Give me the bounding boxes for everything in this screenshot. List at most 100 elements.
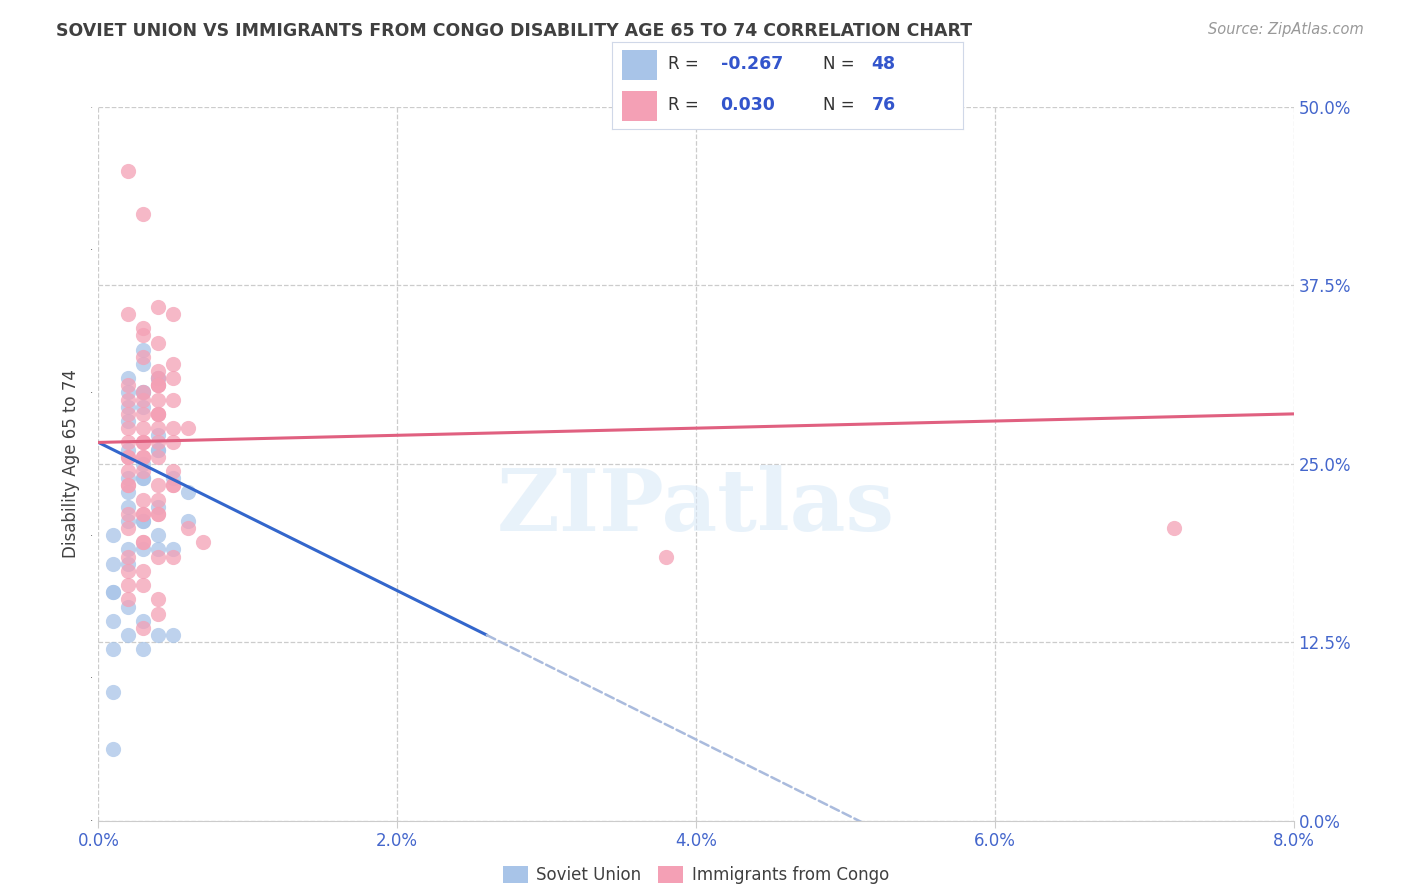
Point: [148, 421, 170, 435]
Point: [132, 507, 155, 521]
Point: [191, 535, 214, 549]
Point: [132, 407, 155, 421]
Point: [132, 435, 155, 450]
Point: [132, 457, 155, 471]
Y-axis label: Disability Age 65 to 74: Disability Age 65 to 74: [62, 369, 80, 558]
Point: [117, 385, 139, 400]
Point: [132, 421, 155, 435]
Point: [117, 371, 139, 385]
Point: [103, 642, 125, 657]
Point: [117, 507, 139, 521]
Point: [132, 507, 155, 521]
Point: [132, 400, 155, 414]
Point: [132, 464, 155, 478]
Point: [162, 357, 184, 371]
Point: [148, 364, 170, 378]
Point: [162, 542, 184, 557]
Point: [148, 507, 170, 521]
Point: [132, 450, 155, 464]
Point: [655, 549, 678, 564]
Point: [132, 385, 155, 400]
Point: [117, 435, 139, 450]
Point: [148, 407, 170, 421]
Point: [148, 392, 170, 407]
Point: [132, 328, 155, 343]
Point: [162, 464, 184, 478]
Point: [117, 407, 139, 421]
Point: [117, 592, 139, 607]
Point: [148, 528, 170, 542]
Point: [117, 421, 139, 435]
Point: [132, 564, 155, 578]
Point: [162, 421, 184, 435]
Point: [148, 628, 170, 642]
Point: [177, 485, 200, 500]
Point: [117, 542, 139, 557]
Point: [117, 414, 139, 428]
Point: [103, 742, 125, 756]
Text: 48: 48: [872, 55, 896, 73]
Point: [117, 521, 139, 535]
Point: [117, 164, 139, 178]
Point: [103, 585, 125, 599]
Point: [148, 371, 170, 385]
Point: [117, 450, 139, 464]
Point: [103, 528, 125, 542]
Point: [117, 471, 139, 485]
Point: [117, 514, 139, 528]
Point: [117, 564, 139, 578]
Point: [148, 549, 170, 564]
Point: [148, 428, 170, 442]
Point: [1163, 521, 1185, 535]
Point: [132, 471, 155, 485]
Point: [132, 471, 155, 485]
Point: [148, 407, 170, 421]
Point: [148, 371, 170, 385]
Text: 0.030: 0.030: [721, 95, 776, 114]
Point: [117, 478, 139, 492]
Point: [148, 300, 170, 314]
Point: [132, 207, 155, 221]
Point: [132, 392, 155, 407]
Text: R =: R =: [668, 55, 704, 73]
Point: [132, 514, 155, 528]
Point: [103, 585, 125, 599]
Point: [132, 578, 155, 592]
Point: [148, 607, 170, 621]
Point: [177, 514, 200, 528]
Text: SOVIET UNION VS IMMIGRANTS FROM CONGO DISABILITY AGE 65 TO 74 CORRELATION CHART: SOVIET UNION VS IMMIGRANTS FROM CONGO DI…: [56, 22, 973, 40]
Point: [117, 599, 139, 614]
Point: [117, 307, 139, 321]
Point: [162, 549, 184, 564]
Text: -0.267: -0.267: [721, 55, 783, 73]
Point: [148, 442, 170, 457]
Point: [148, 592, 170, 607]
Text: R =: R =: [668, 95, 704, 114]
Point: [162, 307, 184, 321]
Point: [148, 450, 170, 464]
Point: [148, 335, 170, 350]
Text: ZIPatlas: ZIPatlas: [496, 465, 896, 549]
Point: [117, 442, 139, 457]
Point: [103, 614, 125, 628]
Point: [117, 628, 139, 642]
Point: [132, 535, 155, 549]
Point: [117, 378, 139, 392]
Point: [103, 685, 125, 699]
Point: [132, 385, 155, 400]
Point: [132, 357, 155, 371]
Point: [132, 450, 155, 464]
Point: [117, 549, 139, 564]
Point: [148, 492, 170, 507]
Point: [117, 478, 139, 492]
Point: [117, 450, 139, 464]
Legend: Soviet Union, Immigrants from Congo: Soviet Union, Immigrants from Congo: [503, 865, 889, 884]
Point: [117, 464, 139, 478]
Point: [117, 500, 139, 514]
Point: [132, 350, 155, 364]
FancyBboxPatch shape: [621, 50, 658, 79]
Point: [132, 542, 155, 557]
Point: [162, 435, 184, 450]
Point: [132, 535, 155, 549]
Point: [117, 400, 139, 414]
